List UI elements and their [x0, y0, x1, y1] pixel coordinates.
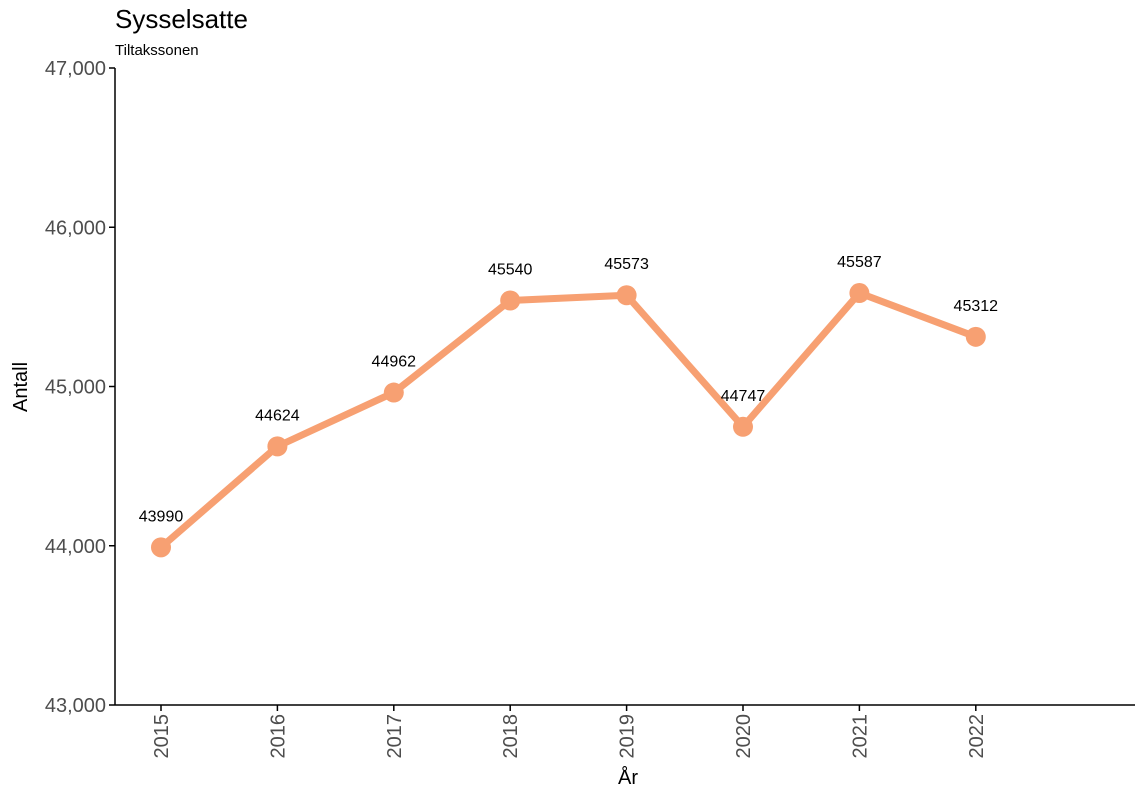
x-tick-label: 2021: [849, 714, 871, 759]
data-labels: 43990 44624 44962 45540 45573 44747 45587 45312: [139, 254, 998, 525]
x-tick-label: 2017: [384, 714, 406, 759]
data-point: [500, 290, 521, 311]
x-tick-label: 2015: [151, 714, 173, 759]
data-label: 45587: [837, 254, 882, 271]
data-label: 45573: [604, 256, 649, 273]
y-axis-title: Antall: [10, 362, 32, 412]
data-label: 44962: [372, 354, 417, 371]
data-point: [267, 436, 288, 457]
data-label: 43990: [139, 508, 184, 525]
data-point: [383, 382, 404, 403]
data-point: [849, 283, 870, 304]
data-point: [733, 416, 753, 437]
series-line: [157, 289, 980, 551]
data-label: 44747: [721, 388, 766, 405]
x-tick-label: 2022: [966, 714, 988, 759]
x-axis-title: År: [618, 766, 638, 789]
x-tick-label: 2020: [733, 714, 755, 759]
data-label: 45312: [954, 298, 999, 315]
x-tick-label: 2018: [500, 714, 522, 759]
x-tick-label: 2019: [617, 714, 639, 759]
data-point: [965, 326, 986, 347]
data-label: 44624: [255, 407, 300, 424]
y-tick-label: 46,000: [45, 217, 106, 239]
x-tick-label: 2016: [267, 714, 289, 759]
data-point: [616, 285, 637, 306]
chart-title: Sysselsatte: [115, 4, 248, 34]
chart-subtitle: Tiltakssonen: [115, 42, 199, 59]
y-tick-label: 44,000: [45, 536, 106, 558]
y-tick-label: 43,000: [45, 695, 106, 717]
data-point: [151, 537, 171, 558]
y-tick-label: 47,000: [45, 58, 106, 80]
data-points: [151, 283, 986, 558]
data-label: 45540: [488, 262, 533, 279]
y-ticks: 43,000 44,000 45,000 46,000 47,000: [45, 58, 115, 717]
y-tick-label: 45,000: [45, 377, 106, 399]
x-ticks: 2015 2016 2017 2018 2019 2020 2021 2022: [151, 705, 988, 759]
